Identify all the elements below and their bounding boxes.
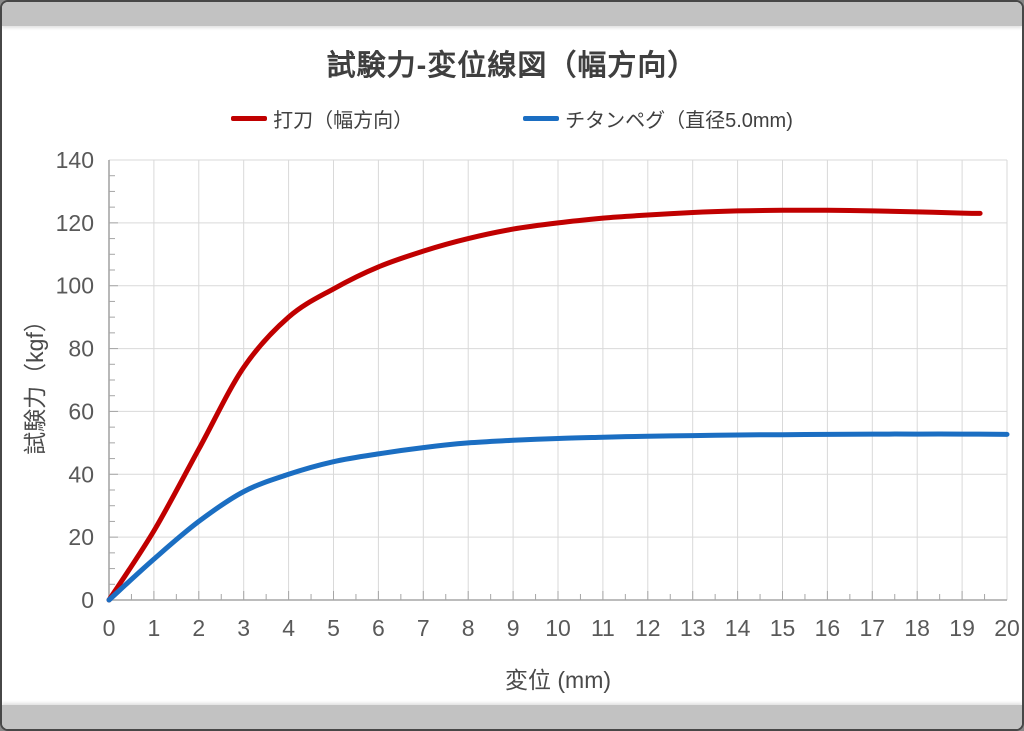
legend-swatch-red-icon	[231, 116, 268, 121]
legend-label-blue-series: チタンペグ（直径5.0mm)	[565, 110, 793, 132]
legend-item-red-series: 打刀（幅方向）	[231, 104, 413, 133]
x-tick-label: 7	[417, 615, 430, 641]
y-axis-title: 試験力（kgf）	[22, 309, 48, 455]
x-tick-label: 0	[103, 615, 116, 641]
y-tick-label: 0	[81, 587, 94, 613]
x-tick-label: 3	[237, 615, 250, 641]
legend-label-red-series: 打刀（幅方向）	[273, 110, 414, 132]
x-tick-label: 4	[282, 615, 295, 641]
x-tick-label: 12	[635, 615, 661, 641]
y-tick-label: 60	[68, 398, 94, 424]
series-line-0	[106, 207, 983, 603]
x-axis-title: 変位 (mm)	[504, 667, 612, 693]
x-tick-label: 11	[591, 615, 615, 641]
series-line-1	[106, 431, 1010, 603]
x-tick-label: 15	[770, 615, 796, 641]
y-tick-label: 100	[56, 273, 94, 299]
legend-item-blue-series: チタンペグ（直径5.0mm)	[523, 104, 793, 133]
y-tick-label: 80	[68, 336, 94, 362]
y-tick-label: 140	[56, 147, 94, 173]
chart-legend: 打刀（幅方向） チタンペグ（直径5.0mm)	[2, 104, 1022, 133]
x-tick-label: 13	[680, 615, 706, 641]
chart-title: 試験力-変位線図（幅方向）	[326, 50, 698, 82]
x-tick-label: 17	[860, 615, 886, 641]
x-tick-label: 10	[545, 615, 571, 641]
legend-swatch-blue-icon	[523, 116, 560, 121]
x-tick-label: 8	[462, 615, 475, 641]
x-tick-label: 5	[327, 615, 340, 641]
x-tick-label: 1	[148, 615, 161, 641]
y-tick-label: 120	[56, 210, 94, 236]
x-tick-label: 18	[904, 615, 930, 641]
y-tick-label: 20	[68, 524, 94, 550]
y-tick-label: 40	[68, 461, 94, 487]
x-tick-label: 19	[949, 615, 975, 641]
x-tick-label: 16	[815, 615, 841, 641]
x-tick-label: 2	[192, 615, 205, 641]
x-tick-label: 14	[725, 615, 751, 641]
top-gray-bar	[2, 2, 1022, 26]
x-tick-label: 20	[994, 615, 1020, 641]
x-tick-label: 6	[372, 615, 385, 641]
bottom-gray-bar	[2, 705, 1022, 729]
x-tick-label: 9	[507, 615, 520, 641]
